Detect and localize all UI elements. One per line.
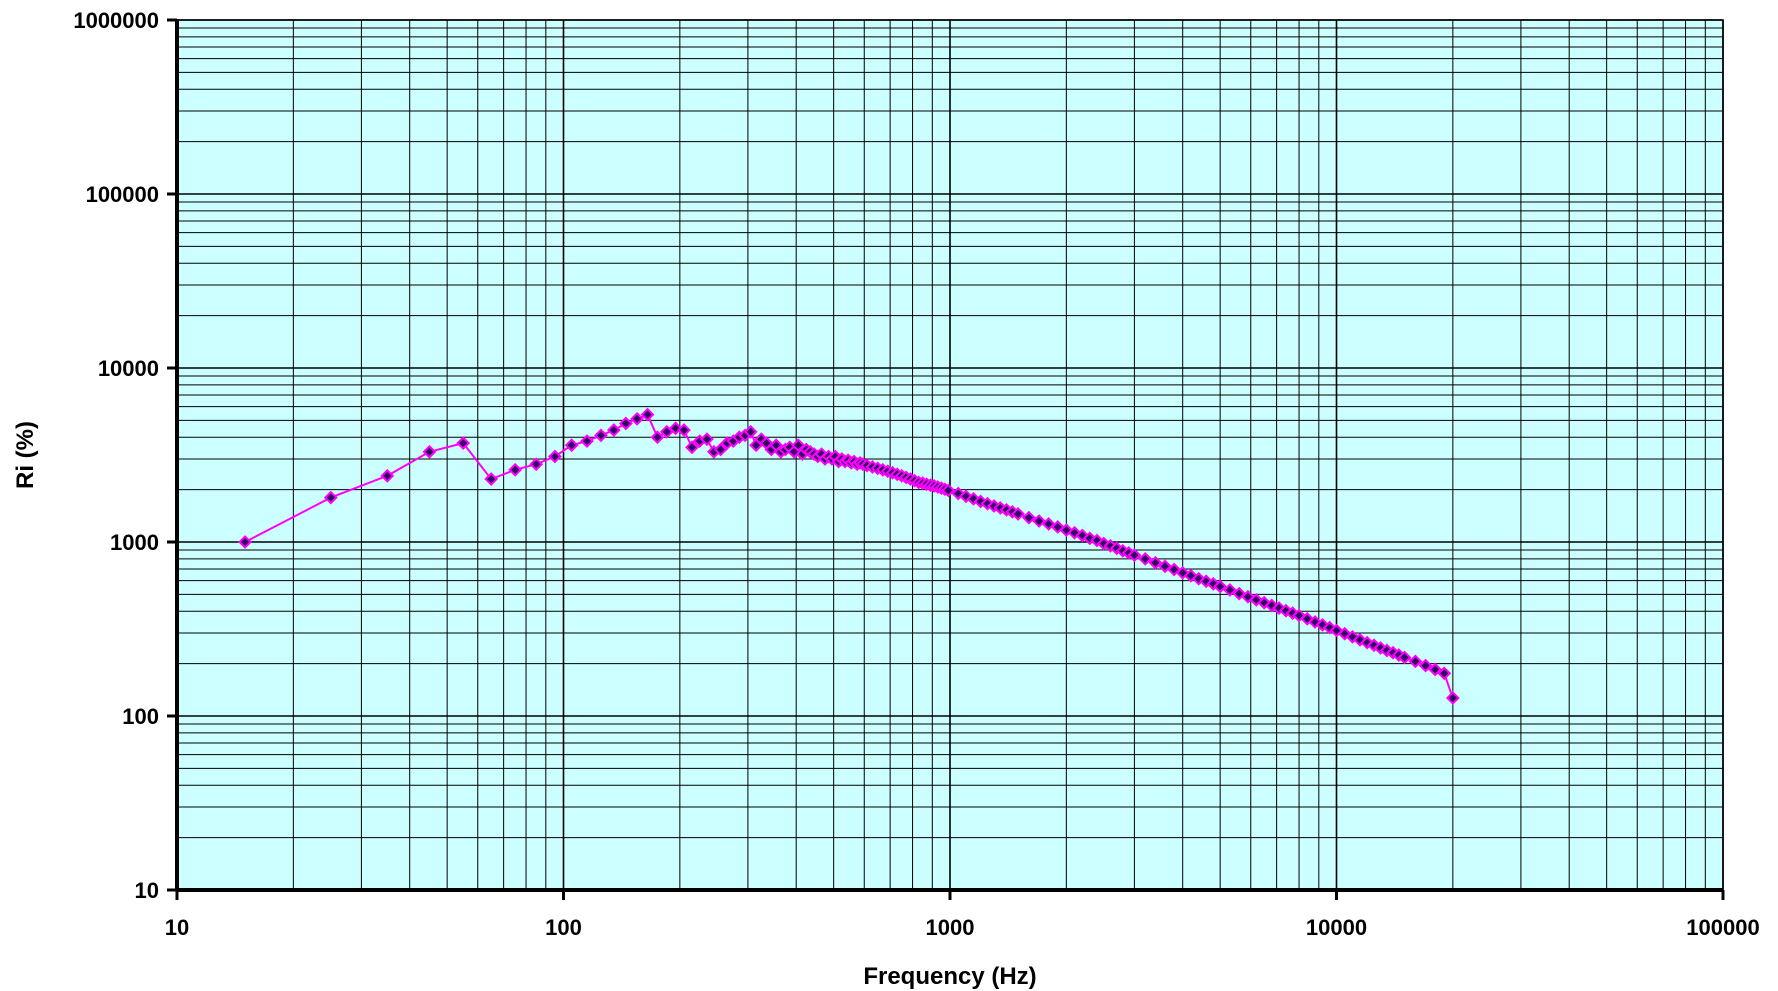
data-point: [1011, 507, 1025, 521]
tick-labels: 10 100 1000 10000 100000 10 100 1000 10000 100000…: [73, 8, 1759, 940]
data-point: [1418, 658, 1433, 673]
x-tick-label: 100: [545, 915, 582, 940]
data-point: [564, 438, 579, 453]
data-point: [677, 423, 691, 437]
y-tick-label: 100000: [86, 182, 159, 207]
data-point: [1428, 662, 1443, 677]
data-point: [594, 428, 608, 443]
data-point: [508, 462, 523, 477]
data-point: [547, 449, 562, 464]
data-point: [529, 457, 544, 472]
data-point: [630, 411, 644, 426]
data-point: [238, 535, 252, 549]
data-point: [1127, 548, 1142, 563]
x-tick-label: 10000: [1306, 915, 1367, 940]
y-tick-label: 100: [122, 704, 159, 729]
data-point: [685, 440, 699, 455]
x-tick-label: 100000: [1686, 915, 1759, 940]
x-axis-title: Frequency (Hz): [863, 963, 1036, 990]
data-point: [618, 416, 633, 431]
data-point: [484, 472, 499, 486]
data-point: [713, 442, 728, 457]
y-axis-title: Ri (%): [12, 421, 39, 489]
data-point: [1032, 514, 1046, 528]
data-point: [1437, 666, 1452, 681]
data-point: [1148, 555, 1163, 570]
data-point: [743, 424, 758, 439]
data-point: [650, 430, 665, 445]
y-tick-label: 1000: [110, 530, 159, 555]
series: [238, 407, 1460, 705]
data-point: [1445, 691, 1460, 705]
data-point: [422, 444, 437, 459]
y-tick-label: 10: [135, 878, 159, 903]
x-tick-label: 1000: [926, 915, 975, 940]
axis-ticks: [167, 18, 1725, 900]
data-point: [1213, 579, 1228, 594]
data-point: [700, 432, 714, 447]
data-point: [323, 490, 338, 505]
data-point: [941, 483, 956, 498]
data-point: [1138, 551, 1153, 566]
data-point: [456, 436, 471, 451]
data-point: [1223, 583, 1237, 597]
data-point: [640, 407, 655, 422]
y-tick-label: 1000000: [73, 8, 159, 33]
data-point: [1408, 654, 1423, 669]
data-point: [1397, 650, 1412, 665]
data-point: [380, 468, 395, 483]
data-point: [606, 423, 621, 437]
y-tick-label: 10000: [98, 356, 159, 381]
x-tick-label: 10: [165, 915, 189, 940]
data-point: [580, 434, 594, 449]
data-point: [1021, 510, 1036, 525]
